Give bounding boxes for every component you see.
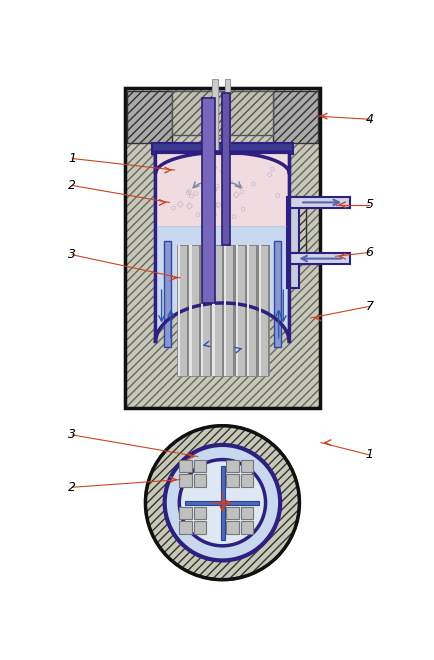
Bar: [273, 90, 318, 143]
Bar: [241, 521, 253, 533]
Bar: [171, 90, 273, 135]
Bar: [221, 466, 225, 540]
Bar: [226, 507, 239, 519]
Bar: [179, 507, 192, 519]
Bar: [241, 507, 253, 519]
Bar: [236, 245, 238, 376]
Bar: [212, 245, 215, 376]
Bar: [189, 245, 192, 376]
Bar: [289, 197, 350, 208]
Bar: [226, 521, 239, 533]
Polygon shape: [155, 152, 289, 343]
Bar: [247, 245, 256, 376]
Bar: [289, 253, 350, 264]
Bar: [191, 245, 201, 376]
Text: 2: 2: [68, 480, 76, 494]
Bar: [125, 88, 320, 408]
Circle shape: [145, 426, 299, 579]
Bar: [185, 501, 260, 505]
Bar: [226, 474, 239, 486]
Bar: [127, 90, 171, 143]
Bar: [287, 197, 299, 255]
Bar: [194, 507, 206, 519]
Bar: [178, 245, 180, 376]
Bar: [235, 245, 245, 376]
Polygon shape: [155, 152, 289, 174]
Text: 1: 1: [68, 152, 76, 165]
Bar: [241, 474, 253, 486]
Polygon shape: [155, 152, 289, 226]
Bar: [260, 245, 270, 376]
Bar: [202, 245, 212, 376]
Text: 1: 1: [365, 448, 374, 461]
Bar: [247, 245, 250, 376]
Bar: [179, 459, 192, 472]
Bar: [225, 79, 230, 151]
Bar: [212, 79, 218, 151]
Bar: [177, 245, 187, 376]
Bar: [212, 245, 222, 376]
Bar: [274, 241, 281, 347]
Bar: [200, 245, 210, 376]
Text: 2: 2: [68, 179, 76, 192]
Bar: [226, 245, 236, 376]
Bar: [188, 245, 199, 376]
Bar: [249, 245, 259, 376]
Text: 7: 7: [365, 300, 374, 313]
Bar: [194, 474, 206, 486]
Bar: [125, 88, 320, 408]
Bar: [223, 93, 230, 245]
Bar: [237, 245, 247, 376]
Text: 6: 6: [365, 246, 374, 259]
Bar: [125, 88, 320, 408]
Bar: [259, 245, 261, 376]
Bar: [179, 245, 189, 376]
Bar: [224, 245, 226, 376]
Bar: [287, 253, 299, 288]
Bar: [151, 143, 293, 154]
Bar: [179, 474, 192, 486]
Bar: [194, 521, 206, 533]
Bar: [226, 459, 239, 472]
Text: 5: 5: [365, 198, 374, 211]
Circle shape: [164, 445, 280, 560]
Bar: [201, 245, 203, 376]
Text: 3: 3: [68, 248, 76, 261]
Bar: [241, 459, 253, 472]
Bar: [127, 90, 318, 406]
Bar: [179, 521, 192, 533]
Bar: [125, 88, 320, 408]
Bar: [223, 245, 233, 376]
Bar: [164, 241, 171, 347]
Text: 4: 4: [365, 113, 374, 126]
Text: 3: 3: [68, 428, 76, 442]
Bar: [298, 197, 306, 264]
Bar: [258, 245, 268, 376]
Bar: [214, 245, 224, 376]
Circle shape: [179, 459, 266, 546]
Bar: [194, 459, 206, 472]
Bar: [202, 98, 215, 302]
